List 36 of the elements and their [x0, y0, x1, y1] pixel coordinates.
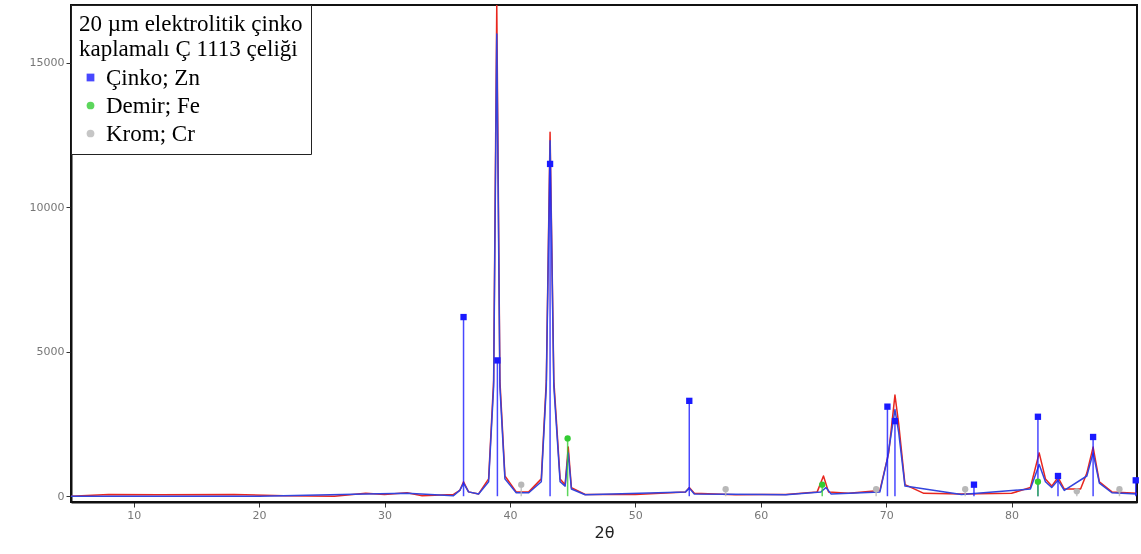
- x-tick-label: 30: [378, 508, 393, 522]
- point: [564, 435, 571, 442]
- point: [1054, 472, 1062, 480]
- x-tick-label: 80: [1005, 508, 1020, 522]
- x-tick-label: 70: [879, 508, 894, 522]
- point: [1034, 413, 1042, 420]
- legend-title: 20 µm elektrolitik çinko kaplamalı Ç 1113 çeliği: [79, 11, 303, 61]
- x-tick-label: 10: [127, 508, 142, 522]
- point: [962, 486, 969, 493]
- legend-label: Demir; Fe: [106, 92, 200, 118]
- legend-label: Krom; Cr: [106, 120, 196, 146]
- point: [1116, 486, 1123, 493]
- point: [891, 417, 899, 425]
- point: [722, 486, 729, 493]
- y-tick-label: 10000: [29, 200, 65, 214]
- x-tick-label: 60: [754, 508, 769, 522]
- x-tick-label: 50: [628, 508, 643, 522]
- point: [1089, 433, 1097, 441]
- y-tick-label: 15000: [29, 56, 65, 70]
- point: [970, 481, 978, 488]
- legend-label: Çinko; Zn: [106, 64, 201, 90]
- x-tick-label: 20: [252, 508, 267, 522]
- x-axis-title: 2θ: [594, 522, 615, 542]
- point: [686, 397, 693, 405]
- point: [546, 160, 554, 168]
- y-tick-label: 5000: [36, 345, 65, 359]
- x-tick-label: 40: [503, 508, 518, 522]
- point: [819, 481, 826, 488]
- point: [872, 486, 880, 493]
- point: [1034, 478, 1042, 485]
- point: [1132, 477, 1139, 484]
- point: [494, 357, 501, 364]
- y-tick-label: 0: [57, 489, 65, 503]
- point: [884, 403, 891, 410]
- point: [518, 481, 525, 488]
- point: [460, 313, 467, 321]
